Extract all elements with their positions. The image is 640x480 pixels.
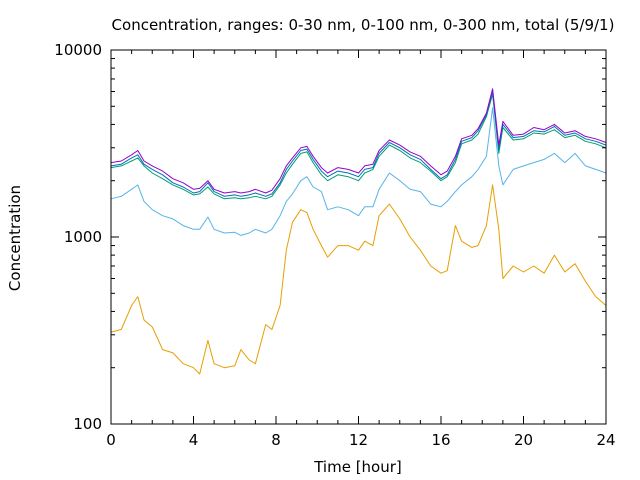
x-tick-label: 12 bbox=[349, 431, 368, 449]
x-tick-label: 0 bbox=[106, 431, 116, 449]
ticks-layer: 0 4 8 12 16 20 24 100 1000 10000 bbox=[54, 41, 615, 449]
y-tick-label: 1000 bbox=[64, 228, 102, 246]
y-axis-label: Concentration bbox=[6, 185, 24, 291]
plot-frame bbox=[110, 49, 607, 425]
x-tick-label: 24 bbox=[596, 431, 615, 449]
x-tick-label: 20 bbox=[514, 431, 533, 449]
x-tick-label: 8 bbox=[271, 431, 281, 449]
y-tick-label: 10000 bbox=[54, 41, 102, 59]
x-tick-label: 4 bbox=[189, 431, 199, 449]
series-line-1 bbox=[110, 184, 607, 375]
series-line-4 bbox=[110, 91, 607, 197]
series-line-5 bbox=[110, 88, 607, 194]
series-line-3 bbox=[110, 93, 607, 200]
chart-title: Concentration, ranges: 0-30 nm, 0-100 nm… bbox=[112, 16, 615, 34]
series-layer bbox=[110, 88, 607, 375]
y-tick-label: 100 bbox=[73, 415, 102, 433]
x-tick-label: 16 bbox=[431, 431, 450, 449]
series-line-2 bbox=[110, 107, 607, 236]
x-axis-label: Time [hour] bbox=[313, 458, 402, 476]
